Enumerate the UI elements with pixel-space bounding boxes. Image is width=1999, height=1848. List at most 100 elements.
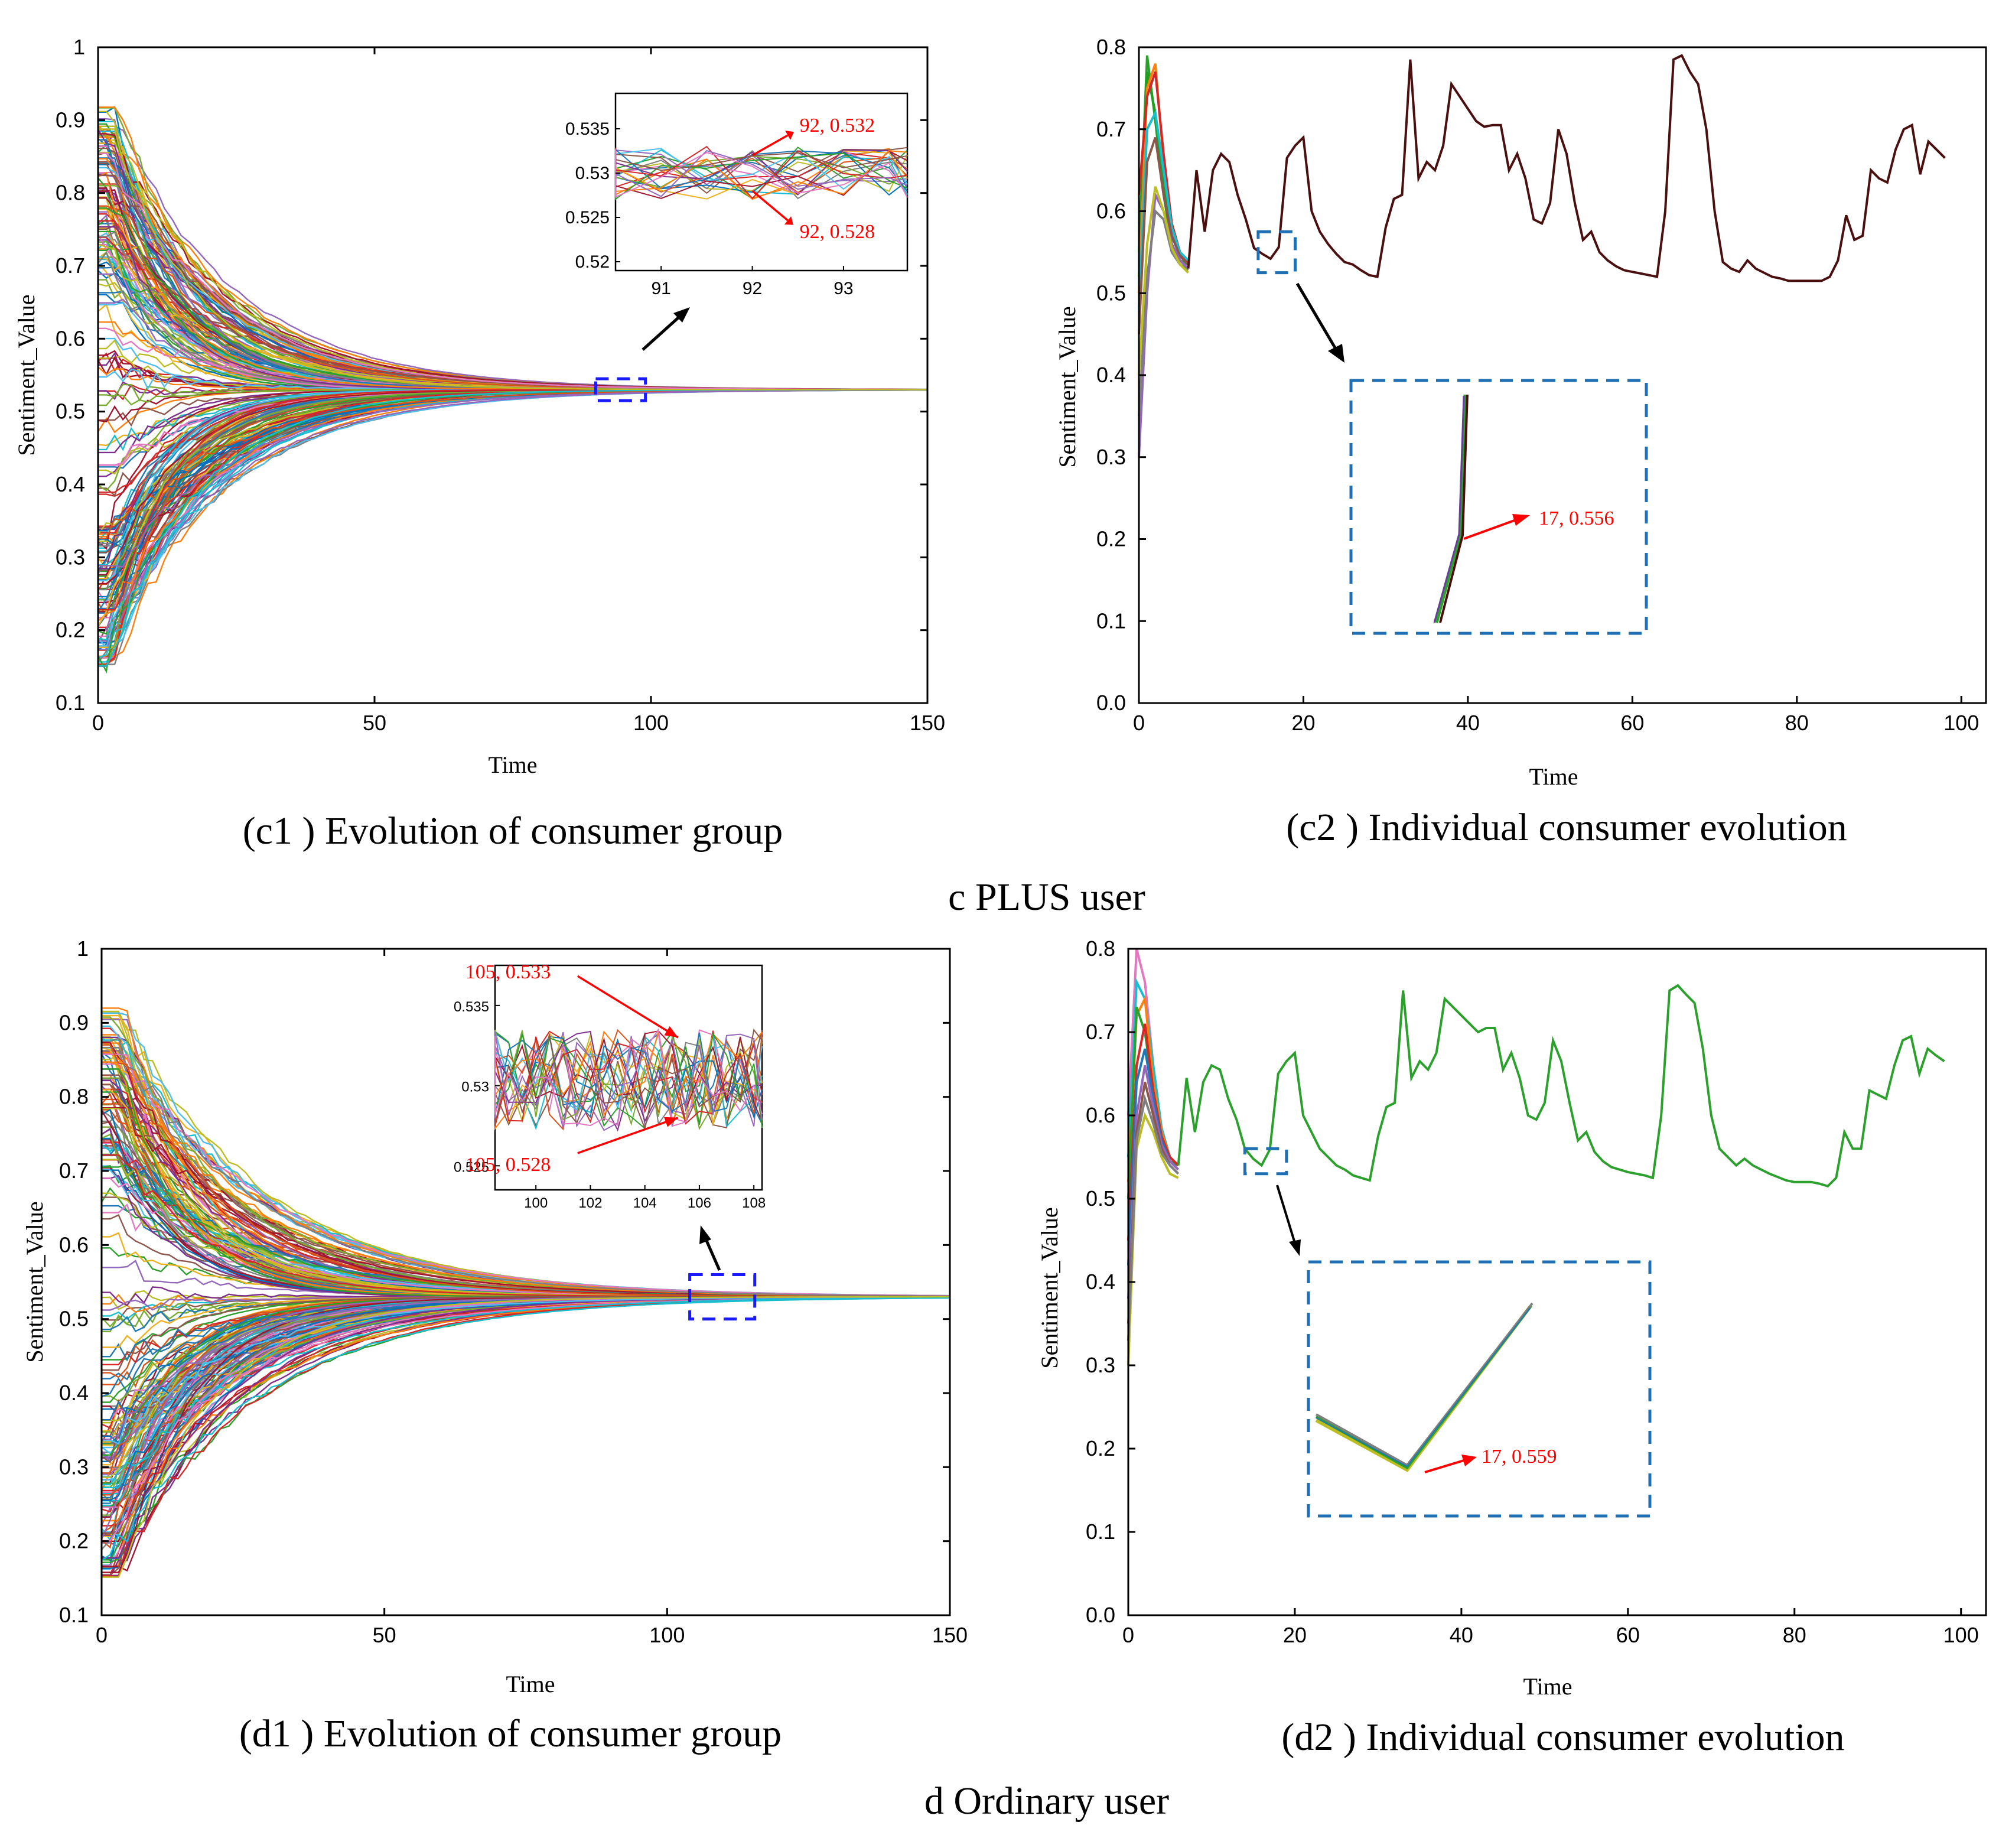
d1-xlabel: Time [506,1671,555,1697]
c2-ytick-label: 0.2 [1096,527,1126,551]
c2-inset-line-1 [1435,394,1467,623]
d1-xtick-label: 150 [932,1623,968,1647]
c1-series-line [98,389,927,611]
c1-ytick-label: 1 [73,35,85,59]
c1-inset-annotation: 92, 0.532 [800,115,875,136]
d2-inset-frame [1307,1260,1652,1518]
c2-inset-line-2 [1439,394,1469,623]
d2-ytick-label: 0.8 [1086,936,1115,961]
d2-zoom-arrow [1276,1185,1296,1244]
d1-inset-line [494,1032,763,1130]
d1-ytick-label: 0.4 [59,1381,89,1405]
d1-series-group [100,1007,950,1578]
c1-inset-line [615,152,908,171]
c1-inset-line [615,149,908,196]
d1-inset-arrow-head [664,1026,678,1038]
c1-series-line [98,389,927,610]
d1-inset-line [494,1028,763,1127]
c1-xtick-label: 0 [92,711,104,735]
c1-inset-ytick-label: 0.52 [575,252,610,272]
c2-series-group [1138,54,1946,457]
d1-inset-line [494,1032,763,1125]
d1-inset-xtick-label: 104 [633,1195,657,1211]
d1-ytick-label: 0.2 [59,1529,89,1553]
d1-series-line [102,1296,950,1578]
c2-main-series-line [1187,54,1946,282]
c1-series-line [98,389,927,611]
d1-inset-xtick-label: 102 [578,1195,602,1211]
c1-ytick-label: 0.9 [56,108,85,132]
c1-inset-arrow [751,190,789,222]
section-d-label: d Ordinary user [924,1779,1169,1823]
d2-ytick-label: 0.6 [1086,1103,1115,1127]
d1-inset-arrow [577,1117,679,1154]
c2-ytick-label: 0.5 [1096,281,1126,305]
chart-d2: 0 20 40 60 80 1000.00.10.20.30.40.50.60.70.8 … [1036,936,1987,1759]
c2-inset-annotation: 17, 0.556 [1539,507,1614,529]
d1-series-line [102,1053,950,1297]
c1-inset-xtick-label: 93 [834,279,853,298]
c1-series-line [98,128,927,391]
c1-ytick-label: 0.5 [56,399,85,424]
c1-series-line [98,389,927,610]
c1-inset-line [615,148,908,191]
c1-xtick-label: 50 [363,711,386,735]
c1-caption: (c1 ) Evolution of consumer group [243,809,783,853]
d1-series-line [102,1046,950,1297]
c1-inset-line [615,149,908,197]
c1-inset-line [615,152,908,201]
d1-xtick-label: 0 [96,1623,108,1647]
d2-inset-line-4 [1316,1307,1531,1468]
d1-inset-arrow [577,975,679,1039]
c2-early-series-line [1138,186,1189,376]
c1-inset-line [615,150,908,200]
c2-xlabel: Time [1529,763,1578,790]
c1-inset-line [615,149,908,198]
d1-xtick-label: 50 [373,1623,396,1647]
d1-ytick-label: 0.7 [59,1159,89,1183]
c1-zoom-box [594,377,647,402]
d1-inset: 100 102 104 106 108 0.525 0.53 0.535 105, 0.533 1… [454,961,766,1211]
c2-ylabel: Sentiment_Value [1054,306,1080,467]
d1-ytick-label: 0.6 [59,1232,89,1257]
c1-axes: 0 50 100 150 0.1 0.2 0.3 0.4 0.5 0.6 0.7 0.8 0.9 1 [56,35,945,735]
c2-ytick-label: 0.3 [1096,445,1126,469]
c1-zoom-arrow-head [673,307,690,323]
d2-xtick-label: 60 [1616,1623,1640,1647]
c1-zoom-arrow [642,317,679,351]
c2-xtick-label: 60 [1620,711,1644,735]
d2-early-series-line [1127,1094,1180,1341]
d1-inset-line [494,1030,763,1117]
chart-c2: 0 20 40 60 80 1000.00.10.20.30.40.50.60.70.8 … [1054,35,1987,849]
d1-plot-frame [100,948,951,1616]
section-c-label: c PLUS user [948,876,1145,919]
d1-inset-arrow-head [664,1117,678,1127]
c1-ytick-label: 0.2 [56,618,85,642]
c1-series-line [98,389,927,585]
d1-inset-annotation: 105, 0.528 [465,1154,551,1176]
d1-inset-annotation: 105, 0.533 [465,961,551,983]
d2-axes: 0 20 40 60 80 100 0.0 0.1 0.2 0.3 0.4 0.5 0.6 0.7 0.8 [1086,936,1979,1647]
c1-inset-ytick-label: 0.535 [565,119,610,139]
c2-xtick-label: 0 [1133,711,1145,735]
d2-ytick-label: 0.3 [1086,1353,1115,1377]
c2-early-series-line [1138,190,1189,457]
d2-early-series-line [1127,1023,1180,1241]
d2-inset-arrow [1424,1459,1464,1473]
d2-zoom-arrow-head [1289,1239,1301,1256]
c1-inset-arrow-head [785,131,795,140]
c2-ytick-label: 0.7 [1096,117,1126,141]
d1-inset-ytick-label: 0.525 [454,1159,489,1175]
c2-early-series-line [1138,109,1189,310]
c1-inset-arrow [751,134,789,157]
d1-ytick-label: 0.8 [59,1085,89,1109]
d2-ytick-label: 0.1 [1086,1520,1115,1544]
c2-zoom-arrow [1295,282,1338,351]
d1-series-line [101,1297,950,1561]
d2-inset-annotation: 17, 0.559 [1482,1446,1557,1468]
d1-inset-line [494,1032,763,1127]
c1-ytick-label: 0.7 [56,253,85,278]
d1-axes: 0 50 100 150 0.1 0.2 0.3 0.4 0.5 0.6 0.7 0.8 0.9 1 [59,936,968,1647]
c1-inset-xtick-label: 91 [652,279,671,298]
d1-inset-line [494,1029,763,1131]
